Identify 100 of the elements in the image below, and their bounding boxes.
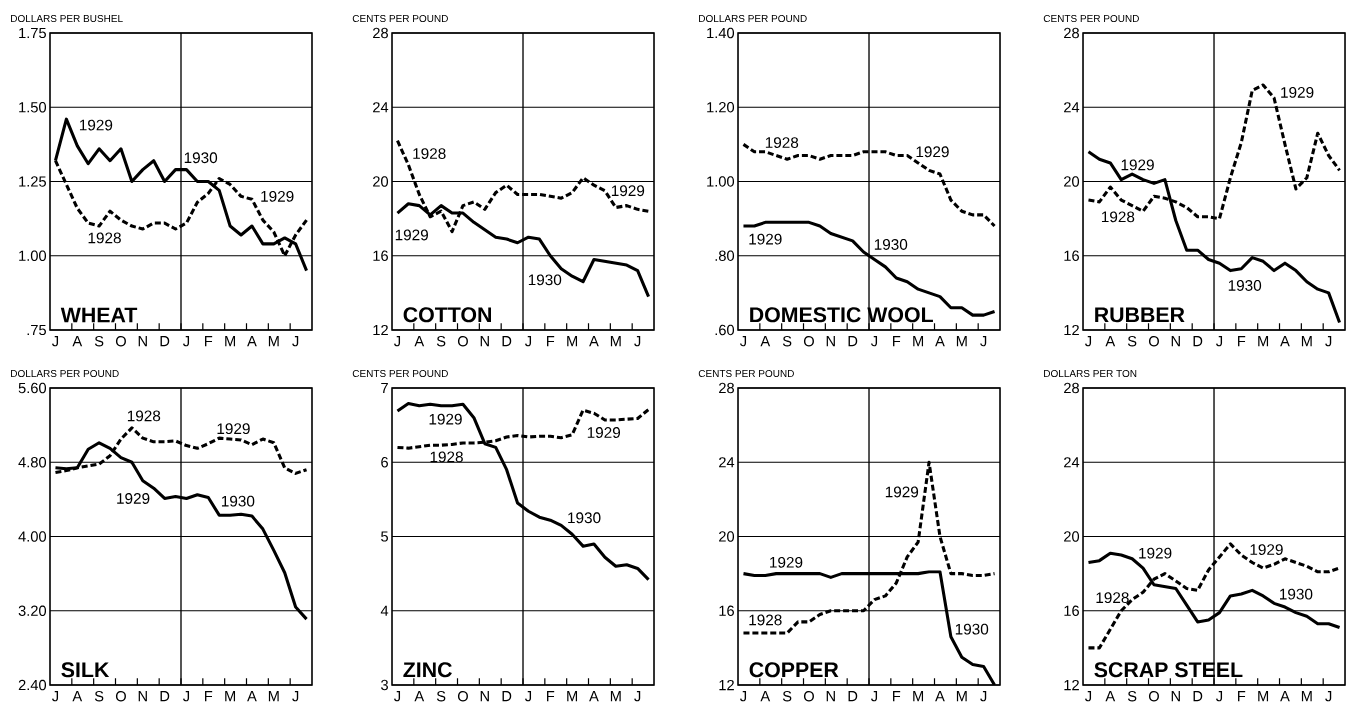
y-tick-label: 16 — [719, 605, 734, 616]
x-tick-label: D — [848, 691, 858, 702]
x-tick-label: M — [913, 691, 924, 702]
y-tick-label: 4.80 — [18, 457, 47, 468]
x-tick-label: M — [567, 336, 578, 347]
x-tick-label: A — [589, 336, 599, 347]
x-tick-label: J — [183, 336, 190, 347]
y-tick-label: 1.25 — [19, 176, 46, 187]
x-tick-label: J — [183, 691, 190, 702]
y-tick-label: 4.00 — [18, 531, 47, 542]
x-tick-label: O — [457, 336, 468, 347]
x-tick-label: F — [547, 336, 555, 347]
y-tick-label: 6 — [381, 457, 388, 468]
x-tick-label: M — [567, 691, 578, 702]
y-tick-label: 20 — [719, 531, 735, 542]
x-tick-label: M — [956, 691, 967, 702]
y-tick-label: 1.40 — [707, 27, 735, 39]
x-tick-label: F — [205, 336, 213, 347]
x-tick-label: A — [72, 336, 83, 347]
annotation: 1928 — [430, 451, 463, 463]
y-tick-label: 24 — [1064, 102, 1080, 113]
text: COTTON — [403, 307, 491, 323]
x-tick-label: A — [1105, 691, 1116, 702]
y-tick-label: 1.50 — [19, 102, 47, 113]
y-tick-label: 1.00 — [707, 176, 735, 187]
annotation: 1928 — [413, 148, 446, 160]
x-tick-label: M — [225, 691, 236, 702]
annotation: 1930 — [1228, 280, 1262, 291]
x-tick-label: F — [1238, 336, 1246, 347]
x-tick-label: A — [414, 336, 425, 347]
x-tick-label: J — [1325, 691, 1332, 702]
y-tick-label: 20 — [1064, 176, 1080, 187]
y-tick-label: 24 — [373, 102, 389, 113]
y-tick-label: 16 — [373, 250, 388, 261]
y-tick-label: 28 — [373, 27, 388, 39]
x-tick-label: M — [1258, 336, 1269, 347]
x-tick-label: J — [394, 691, 401, 702]
annotation: 1929 — [261, 190, 294, 202]
y-tick-label: 16 — [1064, 605, 1079, 616]
x-tick-label: J — [634, 336, 641, 347]
x-tick-label: J — [871, 691, 878, 702]
annotation: 1929 — [611, 185, 645, 197]
annotation: 1929 — [79, 119, 113, 131]
x-tick-label: S — [782, 691, 792, 702]
annotation: 1928 — [1101, 211, 1135, 223]
x-tick-label: O — [115, 691, 126, 702]
x-tick-label: J — [1085, 691, 1092, 702]
x-tick-label: A — [935, 336, 945, 347]
y-tick-label: 12 — [1064, 679, 1079, 691]
x-tick-label: N — [826, 691, 835, 702]
x-tick-label: A — [760, 691, 771, 702]
x-tick-label: S — [94, 691, 104, 702]
annotation: 1929 — [1121, 159, 1154, 171]
annotation: 1929 — [1250, 544, 1283, 555]
annotation: 1928 — [749, 614, 782, 626]
x-tick-label: D — [502, 336, 512, 347]
x-tick-label: A — [935, 691, 945, 702]
annotation: 1930 — [874, 239, 908, 250]
x-tick-label: J — [740, 336, 747, 347]
x-tick-label: M — [268, 336, 279, 347]
y-tick-label: 1.20 — [707, 102, 735, 113]
x-tick-label: M — [1258, 691, 1269, 702]
y-tick-label: 3 — [381, 679, 388, 691]
x-tick-label: O — [1148, 691, 1159, 702]
x-tick-label: J — [1325, 336, 1332, 347]
y-tick-label: 12 — [1064, 324, 1079, 336]
y-tick-label: 2.40 — [18, 679, 47, 691]
x-tick-label: J — [1216, 336, 1223, 347]
annotation: 1930 — [568, 512, 601, 524]
annotation: 1930 — [184, 152, 218, 164]
annotation: 1929 — [117, 493, 150, 504]
x-tick-label: J — [292, 336, 299, 347]
y-axis-title: DOLLARS PER POUND — [699, 14, 807, 23]
y-tick-label: 5 — [381, 531, 388, 542]
annotation: 1930 — [1280, 588, 1313, 600]
x-tick-label: N — [1171, 336, 1180, 347]
x-tick-label: O — [115, 336, 126, 347]
annotation: 1929 — [217, 423, 250, 435]
x-tick-label: J — [980, 336, 987, 347]
y-tick-label: 4 — [380, 605, 389, 616]
y-axis-title: CENTS PER POUND — [1043, 14, 1139, 23]
y-tick-label: 12 — [719, 679, 734, 691]
x-tick-label: F — [1238, 691, 1246, 702]
text: RUBBER — [1095, 307, 1185, 323]
x-tick-label: A — [247, 336, 257, 347]
x-tick-label: J — [980, 691, 987, 702]
y-axis-title: CENTS PER POUND — [352, 369, 448, 378]
x-tick-label: A — [1280, 336, 1290, 347]
x-tick-label: N — [138, 691, 147, 702]
y-tick-label: 3.20 — [18, 605, 47, 616]
x-tick-label: A — [589, 691, 599, 702]
x-tick-label: D — [160, 336, 170, 347]
x-tick-label: O — [457, 691, 468, 702]
x-tick-label: M — [956, 336, 967, 347]
y-tick-label: 16 — [1064, 250, 1079, 261]
annotation: 1930 — [221, 495, 255, 507]
x-tick-label: S — [1127, 691, 1137, 702]
x-tick-label: O — [803, 691, 814, 702]
x-tick-label: J — [740, 691, 747, 702]
x-tick-label: D — [160, 691, 170, 702]
